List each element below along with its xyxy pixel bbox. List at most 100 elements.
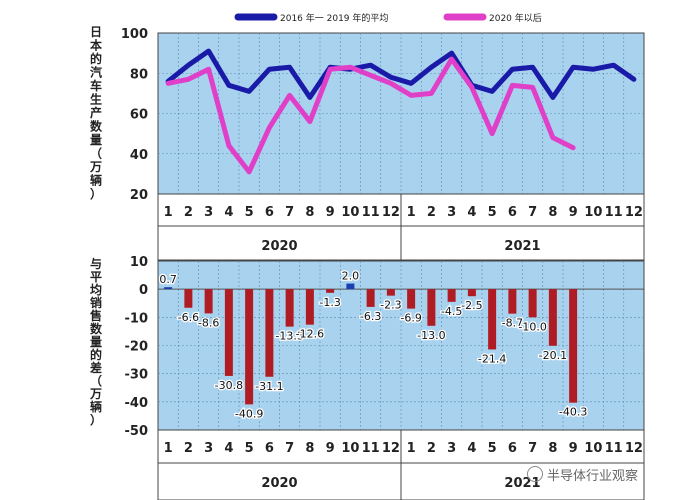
- x-tick-label: 12: [382, 205, 400, 220]
- bar: [366, 289, 375, 307]
- x-tick-label: 11: [605, 441, 623, 456]
- x-tick-label: 11: [605, 205, 623, 220]
- x-tick-label: 3: [204, 205, 213, 220]
- y-axis-title-char: 量: [90, 335, 102, 349]
- year-label: 2021: [504, 239, 540, 254]
- x-tick-label: 6: [265, 441, 274, 456]
- data-label: -8.6: [198, 316, 219, 329]
- y-tick-label: -30: [125, 368, 149, 383]
- x-tick-label: 4: [224, 205, 233, 220]
- y-axis-title-char: 车: [90, 78, 102, 93]
- x-tick-label: 9: [326, 205, 335, 220]
- x-tick-label: 3: [447, 441, 456, 456]
- series-line-1: [165, 48, 637, 100]
- x-tick-label: 2: [427, 441, 436, 456]
- x-tick-label: 10: [584, 441, 602, 456]
- y-tick-label: 40: [130, 148, 148, 163]
- y-axis-title-char: 辆: [90, 399, 102, 414]
- x-tick-label: 4: [467, 441, 476, 456]
- x-tick-label: 8: [548, 205, 557, 220]
- series-line-2: [165, 56, 576, 175]
- y-tick-label: -50: [125, 424, 149, 439]
- wechat-icon: [527, 466, 543, 482]
- bar: [386, 289, 395, 296]
- x-tick-label: 6: [508, 205, 517, 220]
- data-label: -6.6: [178, 311, 199, 324]
- x-tick-label: 10: [341, 441, 359, 456]
- x-tick-label: 7: [285, 441, 294, 456]
- bar: [164, 287, 173, 290]
- data-label: -6.9: [400, 312, 421, 325]
- data-label: -13.0: [417, 329, 445, 342]
- x-tick-label: 10: [341, 205, 359, 220]
- y-axis-title-char: （: [90, 146, 102, 161]
- data-label: 2.0: [342, 270, 360, 283]
- x-tick-label: 3: [204, 441, 213, 456]
- watermark-text: 半导体行业观察: [547, 469, 639, 484]
- y-axis-title-char: 销: [90, 295, 102, 310]
- x-tick-label: 1: [164, 441, 173, 456]
- data-label: -2.5: [461, 299, 482, 312]
- data-label: -40.3: [559, 406, 587, 419]
- x-tick-label: 5: [488, 441, 497, 456]
- x-tick-label: 1: [407, 205, 416, 220]
- y-tick-label: -20: [125, 340, 149, 355]
- x-tick-label: 6: [265, 205, 274, 220]
- x-tick-label: 5: [245, 205, 254, 220]
- bar: [548, 289, 557, 346]
- bar: [569, 289, 578, 403]
- bar: [528, 289, 537, 318]
- x-tick-label: 9: [569, 205, 578, 220]
- bar: [265, 289, 274, 377]
- y-axis-title-char: 万: [89, 387, 102, 401]
- y-axis-title-char: 本: [90, 38, 102, 53]
- legend-label: 2020 年以后: [489, 12, 542, 24]
- data-label: -8.7: [502, 317, 523, 330]
- bar: [447, 289, 456, 302]
- y-axis-title-char: 售: [90, 308, 102, 323]
- bar: [467, 289, 476, 297]
- x-tick-label: 5: [488, 205, 497, 220]
- x-tick-label: 6: [508, 441, 517, 456]
- y-tick-label: 10: [130, 255, 148, 270]
- y-tick-label: 80: [130, 67, 148, 82]
- data-label: -30.8: [215, 379, 243, 392]
- y-axis-title-char: ）: [90, 412, 102, 427]
- x-tick-label: 8: [305, 441, 314, 456]
- y-axis-title-char: 均: [90, 282, 102, 297]
- x-tick-label: 1: [164, 205, 173, 220]
- y-tick-label: 20: [130, 188, 148, 203]
- y-axis-title-char: ）: [90, 186, 102, 201]
- bar: [508, 289, 517, 314]
- x-tick-label: 9: [326, 441, 335, 456]
- y-tick-label: 100: [121, 27, 148, 42]
- year-label: 2020: [261, 239, 297, 254]
- x-tick-label: 12: [625, 205, 643, 220]
- data-label: -40.9: [235, 407, 263, 420]
- y-tick-label: -10: [125, 311, 149, 326]
- bar: [184, 289, 193, 308]
- y-axis-title-char: 的: [90, 347, 102, 362]
- bar: [224, 289, 233, 376]
- x-tick-label: 4: [224, 441, 233, 456]
- data-label: -21.4: [478, 352, 506, 365]
- year-label: 2020: [261, 476, 297, 491]
- data-label: -4.5: [441, 305, 462, 318]
- watermark: 半导体行业观察: [527, 465, 638, 484]
- y-tick-label: 0: [139, 283, 148, 298]
- data-label: -6.3: [360, 310, 381, 323]
- y-axis-title-char: 日: [90, 25, 102, 39]
- bar: [407, 289, 416, 309]
- data-label: -31.1: [255, 380, 283, 393]
- y-axis-title-char: 数: [90, 119, 103, 134]
- legend-label: 2016 年一 2019 年的平均: [280, 12, 388, 24]
- x-tick-label: 12: [625, 441, 643, 456]
- x-tick-label: 5: [245, 441, 254, 456]
- data-label: -10.0: [518, 320, 546, 333]
- x-tick-label: 3: [447, 205, 456, 220]
- x-tick-label: 2: [184, 205, 193, 220]
- y-axis-title-char: 万: [89, 160, 102, 174]
- x-tick-label: 7: [285, 205, 294, 220]
- x-tick-label: 9: [569, 441, 578, 456]
- x-tick-label: 2: [427, 205, 436, 220]
